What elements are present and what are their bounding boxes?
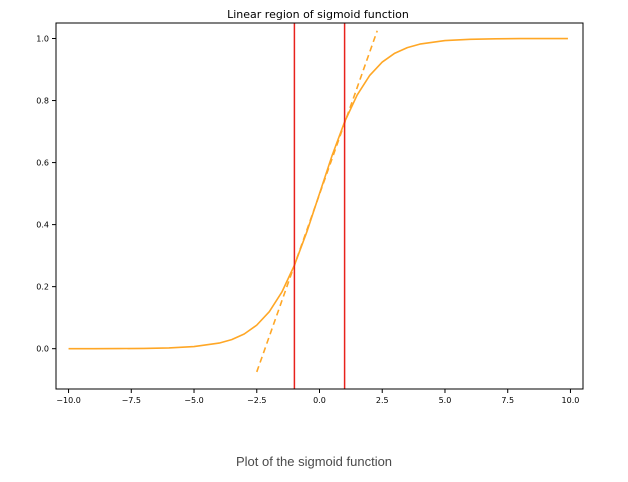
x-tick-label: 0.0 (313, 396, 326, 405)
figure-caption: Plot of the sigmoid function (235, 454, 393, 469)
y-tick-label: 0.2 (36, 283, 49, 292)
y-tick-label: 0.8 (36, 97, 49, 106)
x-tick-label: −5.0 (184, 396, 203, 405)
x-tick-label: 2.5 (376, 396, 389, 405)
sigmoid-chart: Linear region of sigmoid function −10.0−… (36, 8, 584, 405)
x-tick-label: 5.0 (439, 396, 452, 405)
x-axis: −10.0 −7.5 −5.0 −2.5 0.0 2.5 5.0 7.5 10.0 (56, 389, 579, 405)
sigmoid-curve (68, 37, 568, 350)
tangent-line (256, 30, 378, 373)
chart-title: Linear region of sigmoid function (227, 8, 409, 21)
x-tick-label: −2.5 (247, 396, 266, 405)
x-tick-label: 10.0 (562, 396, 580, 405)
y-axis: 0.0 0.2 0.4 0.6 0.8 1.0 (36, 35, 56, 354)
x-tick-label: −10.0 (56, 396, 81, 405)
y-tick-label: 0.0 (36, 345, 49, 354)
x-tick-label: −7.5 (122, 396, 141, 405)
y-tick-label: 0.6 (36, 159, 49, 168)
y-tick-label: 1.0 (36, 35, 49, 44)
axes-frame (55, 22, 584, 390)
y-tick-label: 0.4 (36, 221, 49, 230)
x-tick-label: 7.5 (501, 396, 514, 405)
